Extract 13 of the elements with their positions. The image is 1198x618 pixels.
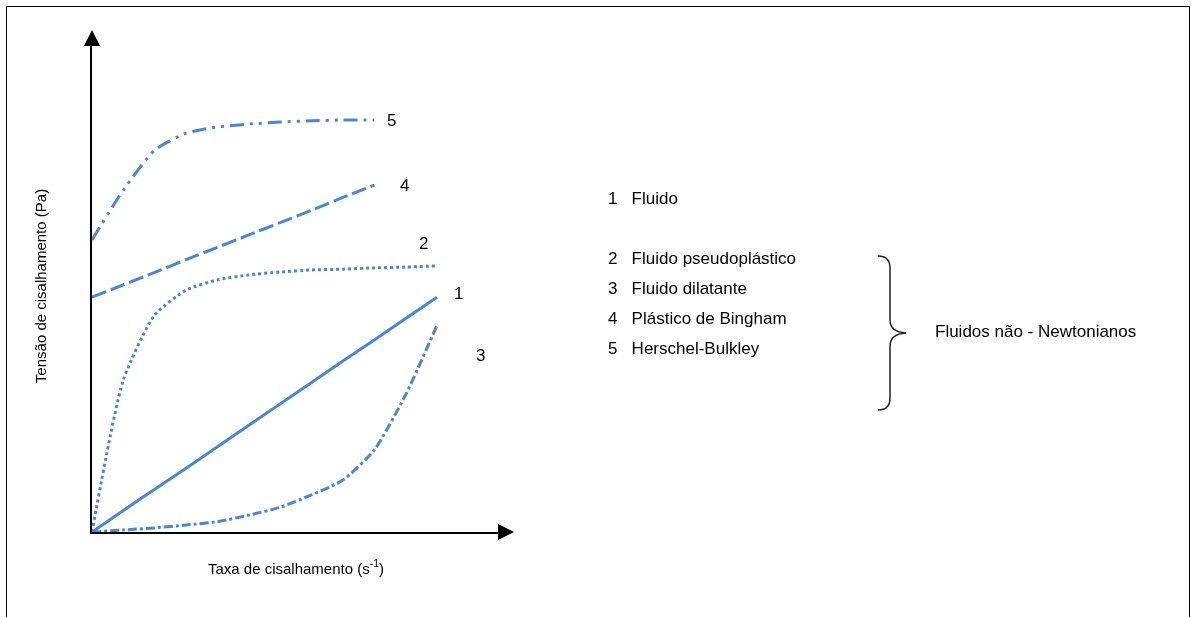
x-axis-title: Taxa de cisalhamento (s$^{-1}$) xyxy=(207,557,385,577)
text: Fluidos não - Newtonianos xyxy=(935,322,1137,342)
text: 4 Plástico de Bingham xyxy=(608,308,788,330)
series-label: 2 xyxy=(419,234,429,253)
text: 3 Fluido dilatante xyxy=(608,278,748,300)
text: 2 Fluido pseudoplástico xyxy=(608,248,797,270)
text: 1 Fluido xyxy=(608,188,679,210)
text: 3 xyxy=(476,346,486,365)
text: 5 Herschel-Bulkley xyxy=(608,338,761,360)
series-label: 4 xyxy=(400,176,410,195)
y-axis-title: Tensão de cisalhamento (Pa) xyxy=(31,188,49,384)
series-label: 5 xyxy=(387,111,397,130)
series-label: 1 xyxy=(454,284,464,303)
